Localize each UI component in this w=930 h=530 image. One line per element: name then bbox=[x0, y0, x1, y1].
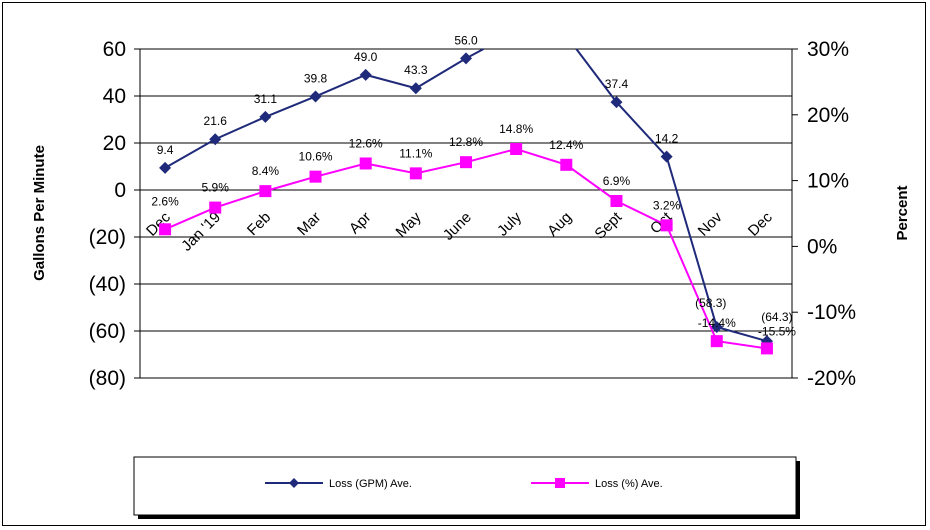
gpm-point bbox=[460, 52, 472, 65]
series-gpm bbox=[159, 48, 773, 348]
y2-axis-title: Percent bbox=[894, 185, 911, 240]
gpm-data-label: (58.3) bbox=[695, 296, 726, 310]
gpm-data-label: 37.4 bbox=[605, 77, 629, 91]
percent-data-label: 14.8% bbox=[499, 122, 533, 136]
percent-data-label: 11.1% bbox=[399, 146, 432, 160]
category-label: Mar bbox=[294, 209, 324, 239]
percent-point bbox=[510, 143, 523, 156]
percent-data-label: 10.6% bbox=[299, 150, 333, 164]
percent-data-label: 5.9% bbox=[202, 181, 230, 195]
percent-point bbox=[660, 219, 673, 232]
category-label: Nov bbox=[695, 208, 726, 239]
gpm-data-label: 14.2 bbox=[655, 132, 679, 146]
gpm-data-label: 43.3 bbox=[404, 63, 428, 77]
percent-data-label: 6.9% bbox=[603, 174, 631, 188]
gpm-data-label: 9.4 bbox=[157, 143, 174, 157]
gpm-point bbox=[359, 68, 372, 81]
percent-point bbox=[309, 170, 322, 183]
category-label: June bbox=[440, 209, 475, 244]
y-tick-label: (60) bbox=[89, 320, 126, 343]
series-gpm-line bbox=[615, 101, 768, 343]
percent-data-label: 12.8% bbox=[449, 135, 483, 149]
series-gpm-reentry bbox=[575, 48, 618, 103]
y2-tick-label: 0% bbox=[807, 235, 837, 258]
y-axis-ticks: 60 40 20 0 (20) (40) (60) (80) bbox=[89, 38, 126, 390]
percent-data-label: -14.4% bbox=[698, 316, 736, 330]
percent-data-label: -15.5% bbox=[758, 324, 796, 338]
gpm-data-label: 49.0 bbox=[354, 50, 378, 64]
percent-point bbox=[409, 167, 422, 180]
gpm-point bbox=[209, 133, 222, 146]
y-tick-label: (80) bbox=[89, 367, 126, 390]
y-tick-label: (40) bbox=[89, 273, 126, 296]
legend-gpm-marker bbox=[289, 478, 299, 488]
y-tick-label: 40 bbox=[103, 85, 126, 108]
y2-tick-label: -20% bbox=[807, 367, 856, 390]
gpm-point bbox=[259, 110, 272, 123]
gpm-point bbox=[309, 90, 322, 103]
category-label: Dec bbox=[745, 208, 776, 239]
percent-point bbox=[259, 185, 272, 198]
y-tick-label: (20) bbox=[89, 226, 126, 249]
percent-point bbox=[760, 342, 773, 355]
gpm-point bbox=[710, 321, 723, 334]
category-label: May bbox=[393, 208, 425, 240]
percent-point bbox=[460, 156, 472, 169]
gpm-point bbox=[610, 96, 623, 109]
y-tick-label: 60 bbox=[103, 38, 126, 61]
gpm-point bbox=[159, 161, 172, 174]
category-label: July bbox=[494, 208, 525, 239]
legend: Loss (GPM) Ave. Loss (%) Ave. bbox=[133, 456, 800, 519]
gridlines bbox=[134, 48, 798, 379]
data-labels: 9.4 21.6 31.1 39.8 49.0 43.3 56.0 37.4 14.2 (58.3… bbox=[151, 33, 796, 338]
legend-box bbox=[133, 456, 797, 516]
category-label: Jan '19 bbox=[178, 209, 224, 255]
percent-point bbox=[710, 335, 723, 348]
y2-axis-ticks: 30% 20% 10% 0% -10% -20% bbox=[807, 38, 856, 390]
gpm-data-label: 31.1 bbox=[254, 92, 278, 106]
y-axis-title: Gallons Per Minute bbox=[31, 145, 48, 281]
percent-data-label: 2.6% bbox=[151, 194, 179, 208]
percent-data-label: 8.4% bbox=[252, 164, 280, 178]
percent-data-label: 12.4% bbox=[549, 138, 583, 152]
percent-data-label: 3.2% bbox=[653, 198, 681, 212]
y2-tick-label: 10% bbox=[807, 170, 849, 193]
percent-point bbox=[359, 157, 372, 170]
gpm-data-label: 56.0 bbox=[454, 33, 478, 47]
gpm-point bbox=[409, 82, 422, 95]
category-label: Apr bbox=[346, 209, 375, 238]
percent-point bbox=[610, 194, 623, 207]
legend-gpm-label: Loss (GPM) Ave. bbox=[329, 478, 412, 490]
percent-point bbox=[159, 223, 172, 236]
gpm-data-label: 39.8 bbox=[304, 71, 328, 85]
gpm-point bbox=[660, 150, 673, 163]
y2-tick-label: -10% bbox=[807, 301, 856, 324]
gpm-data-label: (64.3) bbox=[761, 310, 792, 324]
series-percent-line bbox=[164, 147, 768, 350]
legend-percent-label: Loss (%) Ave. bbox=[595, 478, 663, 490]
legend-percent-marker bbox=[555, 478, 565, 488]
percent-point bbox=[209, 201, 222, 214]
gpm-data-label: 21.6 bbox=[204, 114, 228, 128]
y2-tick-label: 20% bbox=[807, 104, 849, 127]
percent-data-label: 12.6% bbox=[349, 136, 383, 150]
y-tick-label: 20 bbox=[103, 132, 126, 155]
y-tick-label: 0 bbox=[114, 179, 126, 202]
series-percent bbox=[159, 143, 773, 355]
percent-point bbox=[560, 158, 573, 171]
category-label: Aug bbox=[544, 209, 575, 240]
y2-tick-label: 30% bbox=[807, 38, 849, 61]
category-label: Feb bbox=[244, 209, 274, 239]
